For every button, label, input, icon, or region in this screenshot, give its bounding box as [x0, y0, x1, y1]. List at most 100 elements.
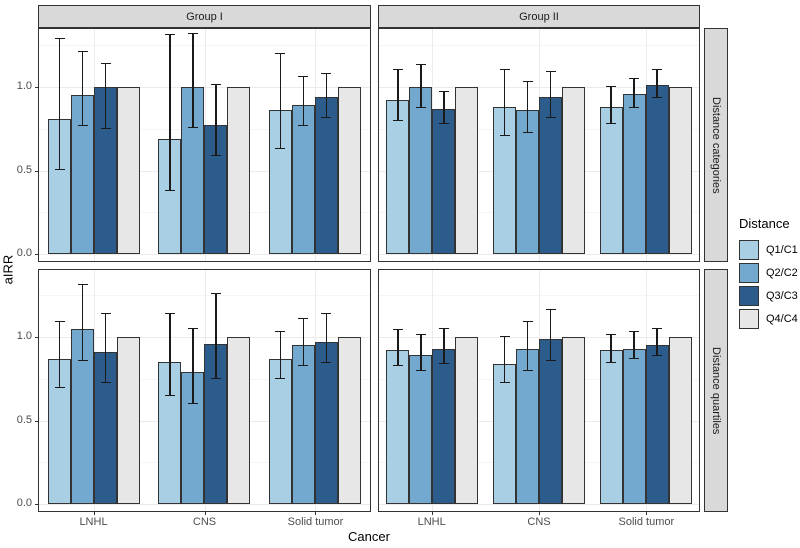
facet-strip-label: Group I [186, 10, 223, 23]
bar-Q1/C1 [599, 334, 623, 504]
error-bar [629, 77, 640, 108]
facet-strip-label: Distance categories [710, 96, 722, 194]
y-tick [35, 504, 39, 505]
bar-Q3/C3 [539, 309, 562, 504]
chart-grid: Group I Group II 0.0 0.5 1.0 Distance cate… [17, 5, 728, 530]
legend-entry: Q4/C4 [739, 307, 798, 330]
x-tick-label: LNHL [79, 516, 108, 528]
facet-strip-group-i: Group I [38, 5, 371, 28]
bar-Q3/C3 [432, 327, 456, 504]
error-bar [415, 64, 426, 108]
bar-group-solid-tumor [260, 29, 370, 261]
bar-groups [39, 29, 370, 261]
bar-Q2/C2 [409, 64, 433, 254]
error-bar [545, 70, 556, 118]
error-bar [522, 81, 533, 133]
bar-group-cns [486, 29, 593, 261]
bar-Q2/C2 [622, 331, 646, 504]
error-bar [522, 320, 533, 372]
bar-group-lnhl [379, 270, 486, 511]
bar-Q3/C3 [314, 72, 338, 254]
x-tick [432, 511, 434, 515]
bar-Q3/C3 [204, 84, 228, 254]
bar-Q2/C2 [516, 81, 539, 254]
error-bar [210, 84, 221, 157]
y-tick-label: 0.0 [16, 247, 32, 259]
y-tick-label: 0.5 [16, 413, 32, 426]
error-bar [606, 334, 617, 363]
panel-group-i-distance-categories: 0.0 0.5 1.0 [17, 28, 371, 262]
facet-strip-group-ii: Group II [378, 5, 700, 28]
error-bar [275, 52, 286, 150]
x-tick-label: CNS [527, 516, 551, 528]
x-axis-labels-left: LNHL CNS Solid tumor [38, 512, 371, 530]
bar-group-cns [486, 270, 593, 511]
bar-Q4/C4 [337, 87, 361, 254]
y-tick-label: 1.0 [16, 80, 32, 92]
facet-strip-distance-categories: Distance categories [704, 28, 728, 262]
bar-Q4/C4 [562, 337, 585, 504]
bar-Q2/C2 [409, 334, 433, 504]
bar-Q1/C1 [48, 37, 72, 254]
y-tick [35, 420, 39, 422]
bar-Q1/C1 [158, 34, 182, 254]
error-bar [415, 334, 426, 372]
bar-group-solid-tumor [592, 270, 699, 511]
legend-entries: Q1/C1 Q2/C2 Q3/C3 Q4/C4 [739, 238, 798, 330]
legend-key-swatch [739, 285, 759, 306]
error-bar [606, 86, 617, 125]
x-tick [204, 511, 206, 515]
legend-entry: Q1/C1 [739, 238, 798, 261]
error-bar [187, 327, 198, 405]
legend-key-swatch [739, 239, 759, 260]
bar-Q1/C1 [493, 69, 516, 254]
error-bar [100, 62, 111, 130]
bar-Q2/C2 [516, 320, 539, 504]
facet-strip-label: Group II [519, 10, 559, 23]
bar-Q4/C4 [117, 337, 141, 504]
legend: Distance Q1/C1 Q2/C2 Q3/C3 Q4/C4 [739, 216, 798, 330]
error-bar [54, 37, 65, 170]
bar-Q2/C2 [622, 77, 646, 254]
legend-label: Q1/C1 [766, 243, 798, 256]
error-bar [652, 327, 663, 357]
y-tick [35, 337, 39, 338]
x-tick-label: CNS [192, 516, 217, 528]
bar-group-cns [149, 29, 259, 261]
error-bar [392, 329, 403, 367]
y-tick [35, 254, 39, 255]
bar-group-lnhl [39, 29, 149, 261]
error-bar [499, 336, 510, 383]
error-bar [210, 292, 221, 380]
bar-group-cns [149, 270, 259, 511]
bar-Q4/C4 [117, 87, 141, 254]
bar-group-lnhl [379, 29, 486, 261]
bar-Q3/C3 [645, 69, 669, 254]
x-tick-label: LNHL [417, 516, 446, 528]
bar-Q4/C4 [668, 337, 692, 504]
y-tick-label: 0.5 [16, 163, 32, 176]
error-bar [77, 284, 88, 362]
error-bar [298, 76, 309, 127]
error-bar [187, 32, 198, 128]
error-bar [321, 72, 332, 118]
legend-key-swatch [739, 308, 759, 329]
legend-title: Distance [739, 216, 790, 231]
x-tick-label: Solid tumor [618, 516, 675, 528]
bar-Q1/C1 [268, 331, 292, 504]
error-bar [499, 69, 510, 137]
bar-Q1/C1 [48, 320, 72, 504]
bar-Q4/C4 [227, 87, 251, 254]
x-tick [539, 511, 540, 515]
error-bar [629, 331, 640, 360]
error-bar [392, 69, 403, 122]
y-tick-label: 1.0 [16, 330, 32, 342]
bar-Q4/C4 [455, 87, 479, 254]
x-tick [645, 511, 647, 515]
bar-group-lnhl [39, 270, 149, 511]
bar-Q1/C1 [599, 86, 623, 254]
x-tick-label: Solid tumor [287, 516, 344, 528]
bar-Q2/C2 [291, 76, 315, 254]
bar-Q2/C2 [71, 284, 95, 504]
